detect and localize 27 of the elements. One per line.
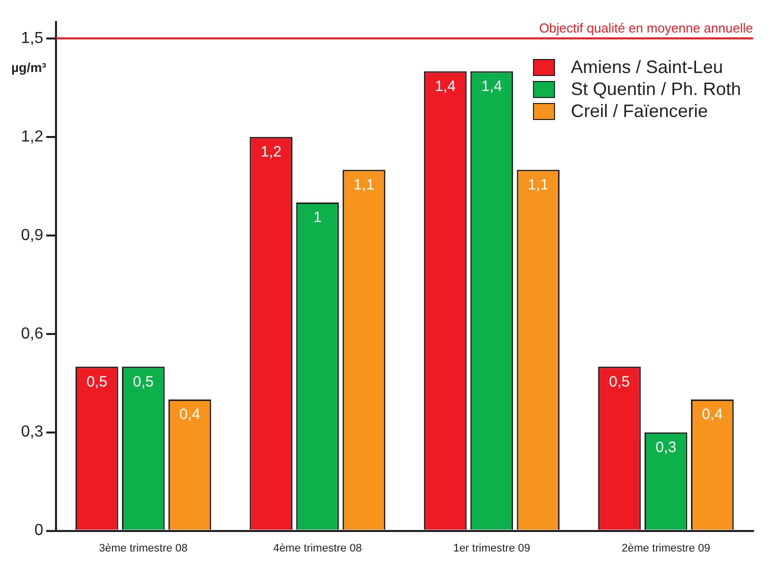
data-label: 0,4 xyxy=(179,406,200,424)
data-label: 0,4 xyxy=(702,406,723,424)
data-label: 0,5 xyxy=(86,373,108,390)
x-tick-label: 2ème trimestre 09 xyxy=(622,542,710,554)
legend-label: St Quentin / Ph. Roth xyxy=(570,78,741,100)
y-tick-label: 0,3 xyxy=(20,424,44,441)
legend-label: Amiens / Saint-Leu xyxy=(570,56,723,78)
data-label: 1,1 xyxy=(528,176,549,194)
data-label: 0,5 xyxy=(609,373,630,390)
data-label: 1 xyxy=(313,209,322,226)
y-axis-title: µg/m³ xyxy=(11,60,47,75)
data-label: 1,4 xyxy=(434,78,456,95)
legend-label: Creil / Faïencerie xyxy=(570,100,708,122)
x-tick-label: 1er trimestre 09 xyxy=(453,542,530,554)
y-tick-label: 0 xyxy=(34,522,44,540)
x-tick-label: 4ème trimestre 08 xyxy=(273,542,362,554)
y-tick-label: 1,5 xyxy=(20,30,44,47)
data-label: 1,4 xyxy=(481,78,502,95)
y-tick-label: 0,9 xyxy=(20,226,44,244)
y-tick-label: 1,2 xyxy=(20,128,44,146)
y-tick-label: 0,6 xyxy=(20,325,44,342)
ref-line-label: Objectif qualité en moyenne annuelle xyxy=(539,20,753,36)
data-label: 0,5 xyxy=(132,373,154,390)
x-tick-label: 3ème trimestre 08 xyxy=(99,542,188,554)
data-label: 0,3 xyxy=(655,438,676,456)
data-label: 1,1 xyxy=(354,176,374,194)
data-label: 1,2 xyxy=(260,144,282,161)
